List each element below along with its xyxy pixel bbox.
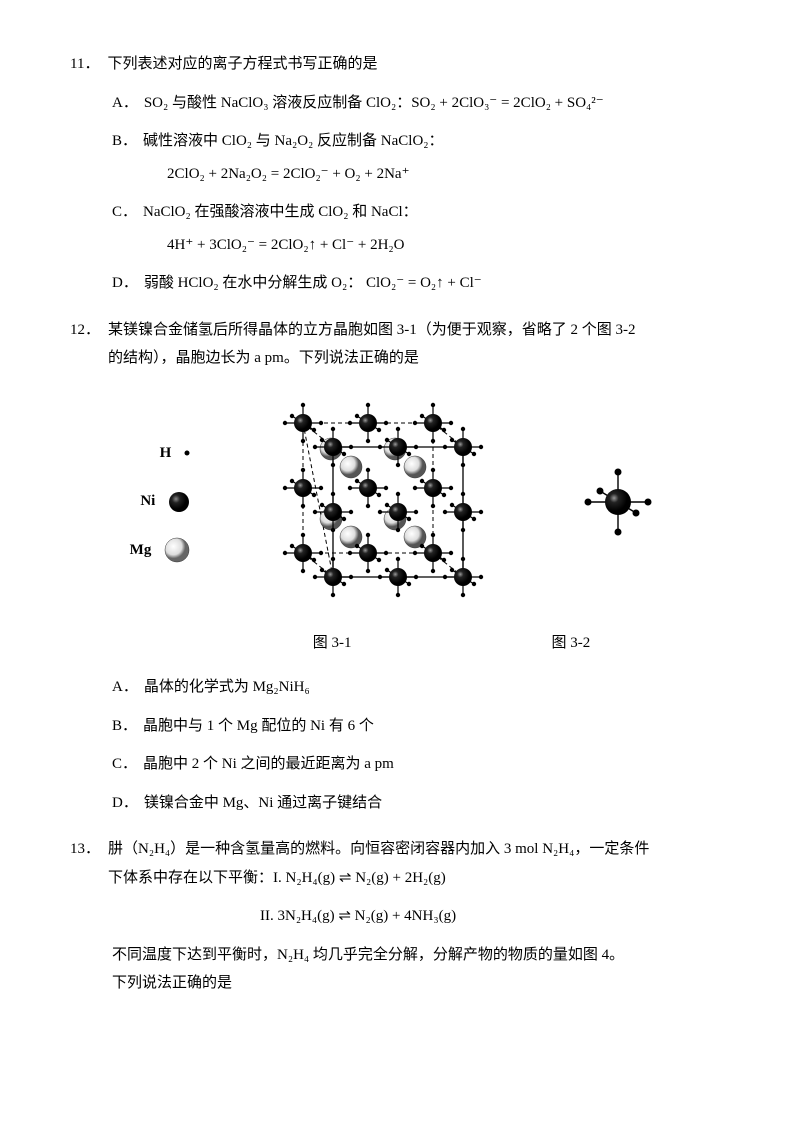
- q12-option-b: B． 晶胞中与 1 个 Mg 配位的 Ni 有 6 个: [112, 712, 723, 741]
- q13-equation-2: II. 3N₂H₄(g) ⇌ N₂(g) + 4NH₃(g): [70, 902, 723, 931]
- q11-text: 下列表述对应的离子方程式书写正确的是: [107, 50, 377, 79]
- legend-ni: Ni: [140, 487, 191, 516]
- q12-d-text: 镁镍合金中 Mg、Ni 通过离子键结合: [144, 789, 382, 818]
- q11-c-equation: 4H⁺ + 3ClO₂⁻ = 2ClO₂↑ + Cl⁻ + 2H₂O: [143, 231, 418, 260]
- q12-number: 12．: [70, 316, 100, 373]
- q12-stem-line2: 的结构），晶胞边长为 a pm。下列说法正确的是: [108, 344, 636, 373]
- q12-a-label: A．: [112, 673, 138, 702]
- q11-d-text: 弱酸 HClO₂ 在水中分解生成 O₂： ClO₂⁻ = O₂↑ + Cl⁻: [144, 269, 482, 298]
- q11-option-a: A． SO₂ 与酸性 NaClO₃ 溶液反应制备 ClO₂：SO₂ + 2ClO…: [112, 89, 723, 118]
- legend-h-icon: [183, 449, 191, 457]
- q12-options: A． 晶体的化学式为 Mg₂NiH₆ B． 晶胞中与 1 个 Mg 配位的 Ni…: [70, 673, 723, 817]
- q13-stem: 13． 肼（N₂H₄）是一种含氢量高的燃料。向恒容密闭容器内加入 3 mol N…: [70, 835, 723, 892]
- q12-a-text: 晶体的化学式为 Mg₂NiH₆: [144, 673, 310, 702]
- legend-mg-label: Mg: [130, 536, 152, 565]
- legend-h: H: [160, 439, 192, 468]
- figure-3-1: [273, 387, 503, 617]
- q12-text: 某镁镍合金储氢后所得晶体的立方晶胞如图 3-1（为便于观察，省略了 2 个图 3…: [108, 316, 636, 373]
- q12-d-label: D．: [112, 789, 138, 818]
- q11-b-body: 碱性溶液中 ClO₂ 与 Na₂O₂ 反应制备 NaClO₂： 2ClO₂ + …: [143, 127, 444, 188]
- legend-ni-icon: [167, 490, 191, 514]
- q11-c-body: NaClO₂ 在强酸溶液中生成 ClO₂ 和 NaCl： 4H⁺ + 3ClO₂…: [143, 198, 418, 259]
- q11-options: A． SO₂ 与酸性 NaClO₃ 溶液反应制备 ClO₂：SO₂ + 2ClO…: [70, 89, 723, 298]
- q11-number: 11．: [70, 50, 99, 79]
- q12-b-label: B．: [112, 712, 137, 741]
- q12-option-d: D． 镁镍合金中 Mg、Ni 通过离子键结合: [112, 789, 723, 818]
- question-13: 13． 肼（N₂H₄）是一种含氢量高的燃料。向恒容密闭容器内加入 3 mol N…: [70, 835, 723, 998]
- q12-c-label: C．: [112, 750, 137, 779]
- q13-stem-line4: 下列说法正确的是: [112, 969, 723, 998]
- legend-mg-icon: [163, 536, 191, 564]
- q11-option-b: B． 碱性溶液中 ClO₂ 与 Na₂O₂ 反应制备 NaClO₂： 2ClO₂…: [112, 127, 723, 188]
- q13-stem-line3: 不同温度下达到平衡时，N₂H₄ 均几乎完全分解，分解产物的物质的量如图 4。: [112, 941, 723, 970]
- legend-h-label: H: [160, 439, 172, 468]
- q13-stem-line2: 下体系中存在以下平衡：I. N₂H₄(g) ⇌ N₂(g) + 2H₂(g): [108, 864, 649, 893]
- q11-option-d: D． 弱酸 HClO₂ 在水中分解生成 O₂： ClO₂⁻ = O₂↑ + Cl…: [112, 269, 723, 298]
- q12-stem: 12． 某镁镍合金储氢后所得晶体的立方晶胞如图 3-1（为便于观察，省略了 2 …: [70, 316, 723, 373]
- q11-stem: 11． 下列表述对应的离子方程式书写正确的是: [70, 50, 723, 79]
- legend-ni-label: Ni: [140, 487, 155, 516]
- legend-mg: Mg: [130, 536, 192, 565]
- q12-stem-line1: 某镁镍合金储氢后所得晶体的立方晶胞如图 3-1（为便于观察，省略了 2 个图 3…: [108, 316, 636, 345]
- q12-figure-row: H Ni Mg: [130, 387, 664, 617]
- q13-text: 肼（N₂H₄）是一种含氢量高的燃料。向恒容密闭容器内加入 3 mol N₂H₄，…: [108, 835, 649, 892]
- q11-a-label: A．: [112, 89, 138, 118]
- q12-legend: H Ni Mg: [130, 439, 204, 565]
- q13-stem-line1: 肼（N₂H₄）是一种含氢量高的燃料。向恒容密闭容器内加入 3 mol N₂H₄，…: [108, 835, 649, 864]
- question-11: 11． 下列表述对应的离子方程式书写正确的是 A． SO₂ 与酸性 NaClO₃…: [70, 50, 723, 298]
- q11-c-text: NaClO₂ 在强酸溶液中生成 ClO₂ 和 NaCl：: [143, 198, 418, 227]
- q12-captions: 图 3-1 图 3-2: [203, 629, 591, 658]
- caption-3-2: 图 3-2: [552, 629, 591, 658]
- q11-d-label: D．: [112, 269, 138, 298]
- q12-b-text: 晶胞中与 1 个 Mg 配位的 Ni 有 6 个: [143, 712, 374, 741]
- q11-b-text: 碱性溶液中 ClO₂ 与 Na₂O₂ 反应制备 NaClO₂：: [143, 127, 444, 156]
- q12-option-c: C． 晶胞中 2 个 Ni 之间的最近距离为 a pm: [112, 750, 723, 779]
- q12-c-text: 晶胞中 2 个 Ni 之间的最近距离为 a pm: [143, 750, 394, 779]
- q11-c-label: C．: [112, 198, 137, 259]
- q13-continuation: 不同温度下达到平衡时，N₂H₄ 均几乎完全分解，分解产物的物质的量如图 4。 下…: [70, 941, 723, 998]
- question-12: 12． 某镁镍合金储氢后所得晶体的立方晶胞如图 3-1（为便于观察，省略了 2 …: [70, 316, 723, 818]
- q13-number: 13．: [70, 835, 100, 892]
- q11-b-equation: 2ClO₂ + 2Na₂O₂ = 2ClO₂⁻ + O₂ + 2Na⁺: [143, 160, 444, 189]
- q11-a-text: SO₂ 与酸性 NaClO₃ 溶液反应制备 ClO₂：SO₂ + 2ClO₃⁻ …: [144, 89, 604, 118]
- caption-3-1: 图 3-1: [313, 629, 352, 658]
- q11-option-c: C． NaClO₂ 在强酸溶液中生成 ClO₂ 和 NaCl： 4H⁺ + 3C…: [112, 198, 723, 259]
- figure-3-2: [573, 457, 663, 547]
- q12-option-a: A． 晶体的化学式为 Mg₂NiH₆: [112, 673, 723, 702]
- q12-figure-area: H Ni Mg: [70, 387, 723, 658]
- q11-b-label: B．: [112, 127, 137, 188]
